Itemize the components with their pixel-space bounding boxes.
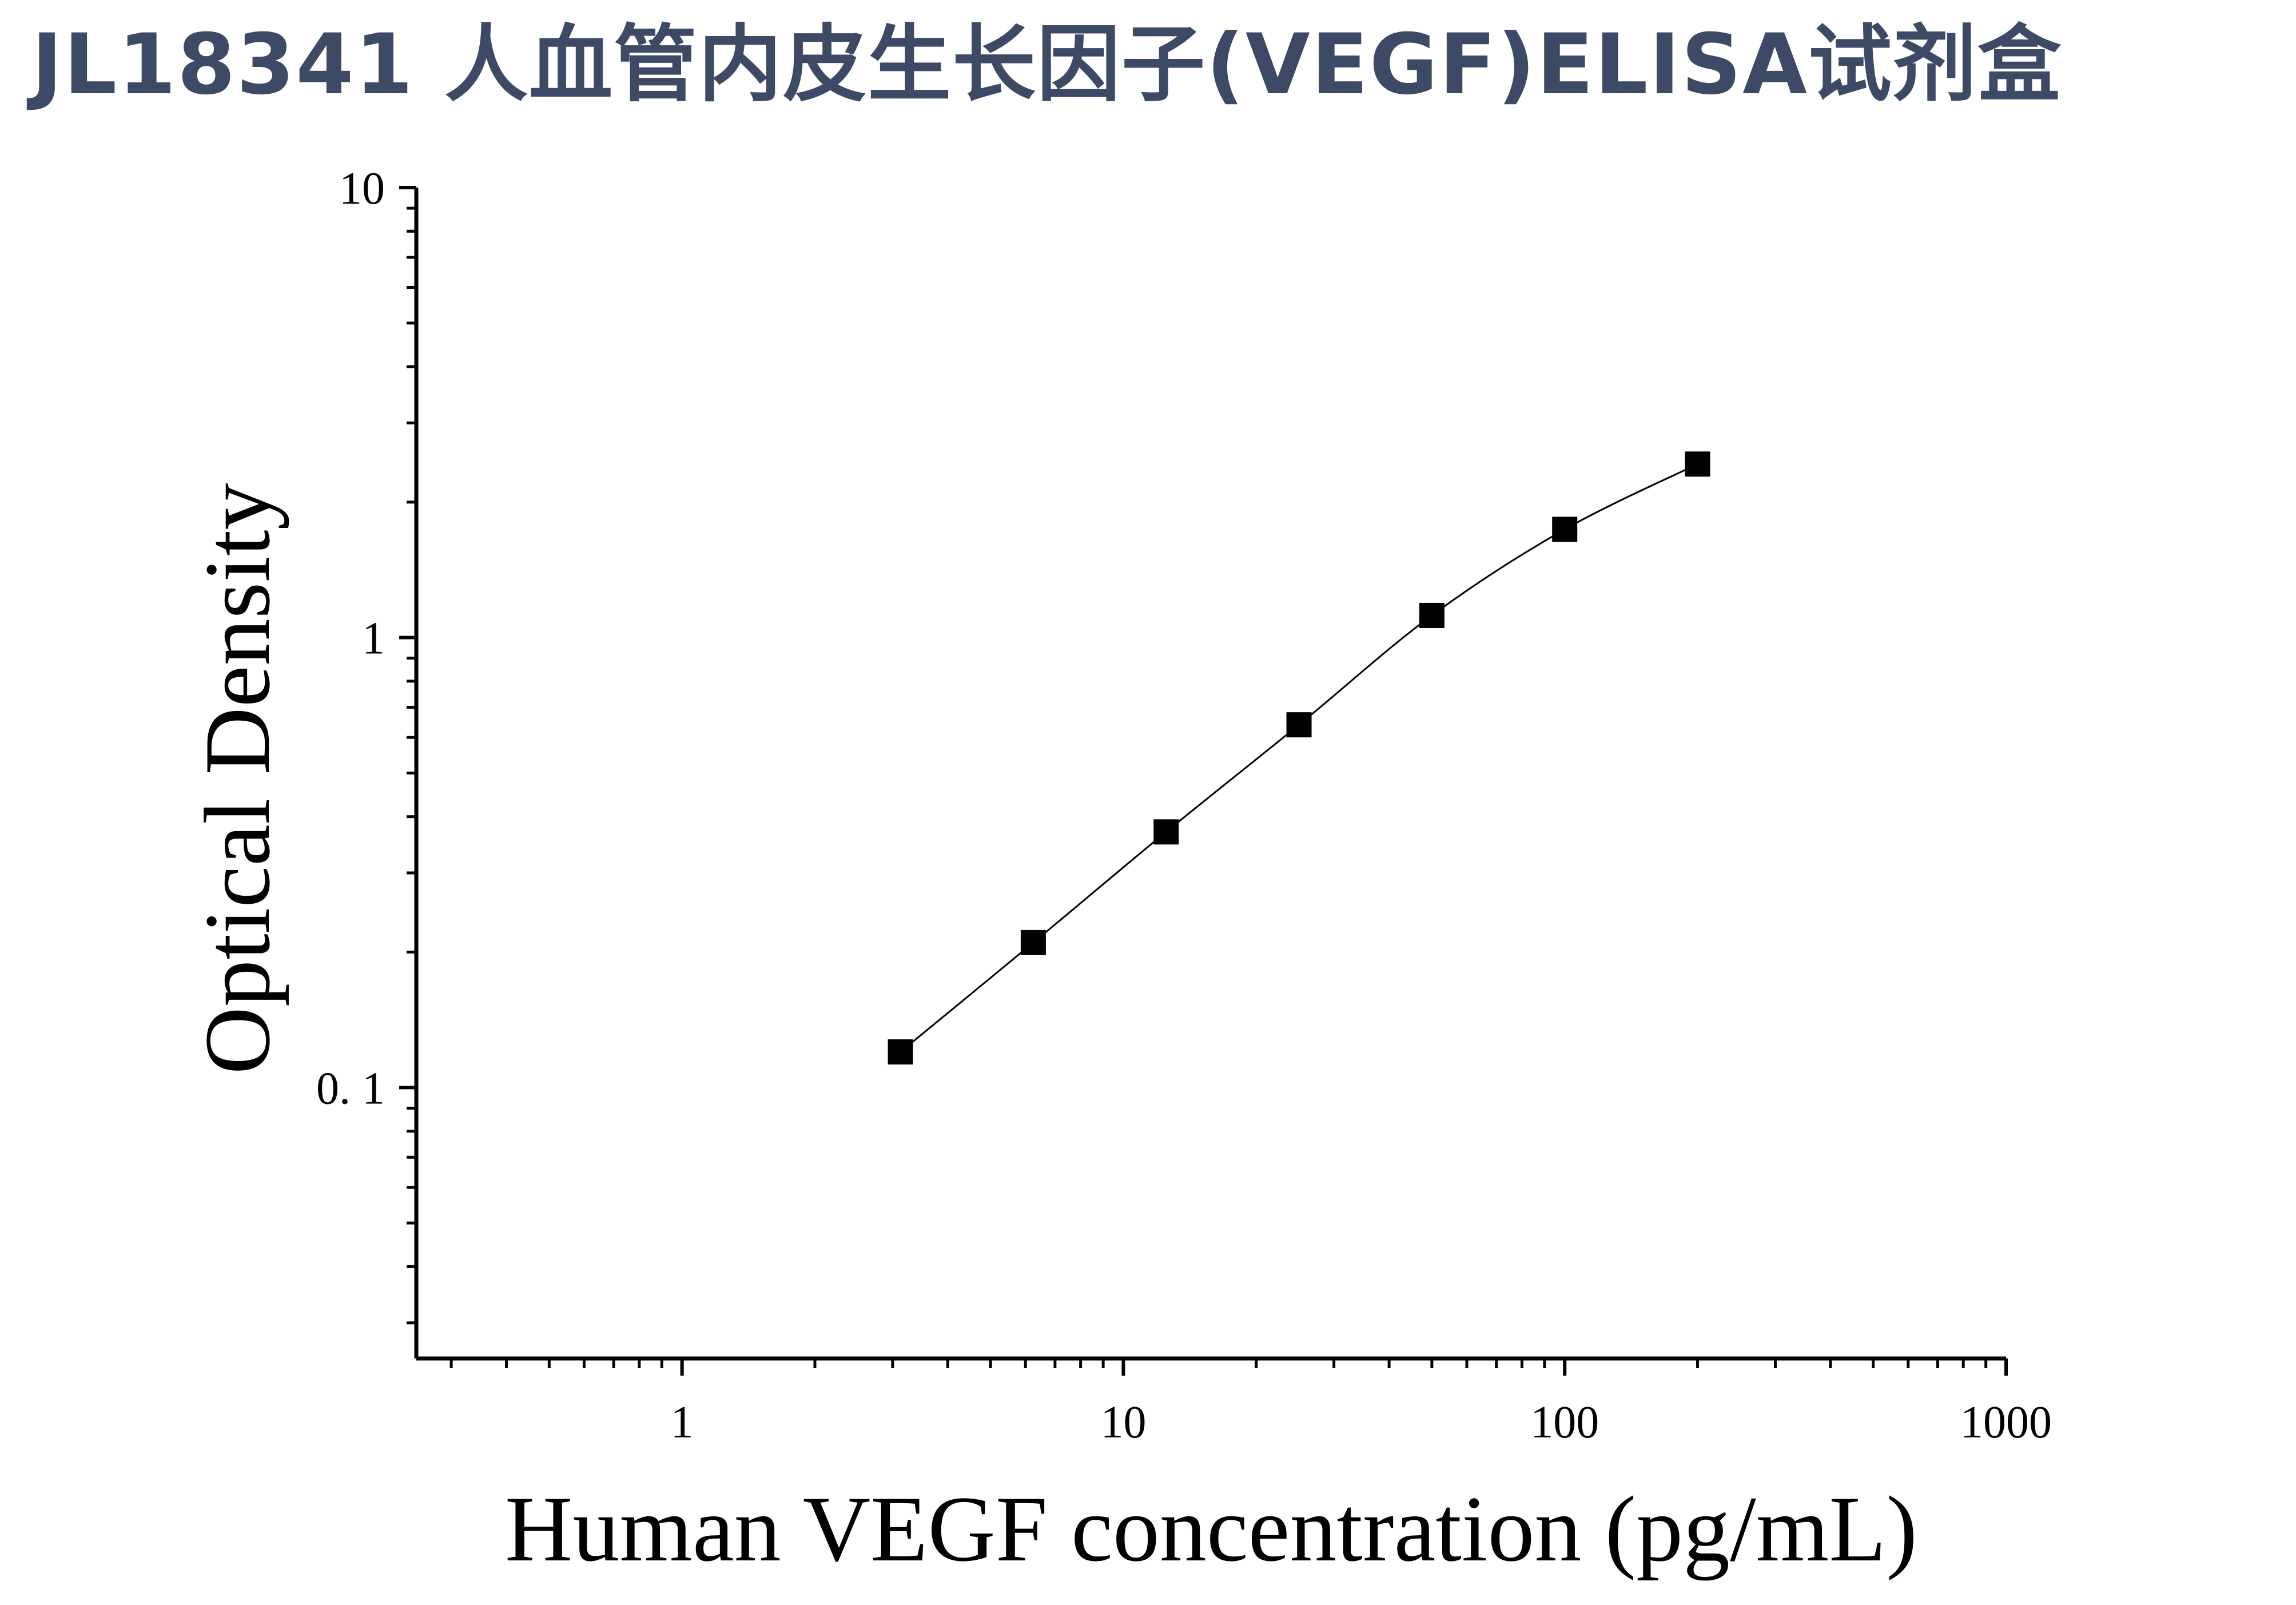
data-point [1552,517,1578,542]
data-point [1020,929,1046,955]
x-tick-label: 1 [671,1397,694,1448]
x-axis-ticks: 1 10 100 1000 [449,1358,2052,1448]
y-axis-title: Optical Density [186,483,289,1075]
data-point [1685,451,1710,477]
y-tick-label: 0. 1 [316,1063,385,1114]
data-points [888,451,1710,1065]
y-tick-label: 10 [339,164,385,214]
x-tick-label: 1000 [1960,1397,2052,1448]
x-tick-label: 100 [1530,1397,1599,1448]
x-axis-title: Human VEGF concentration (pg/mL) [505,1477,1917,1581]
axes [414,188,2006,1361]
y-tick-label: 1 [362,614,385,664]
data-point [1419,602,1445,628]
fit-curve-group [900,463,1698,1053]
data-point [1153,819,1179,845]
data-point [888,1039,913,1065]
data-point [1286,712,1312,738]
x-tick-label: 10 [1100,1397,1146,1448]
page-title: JL18341 人血管内皮生长因子(VEGF)ELISA试剂盒 [31,16,2063,113]
fit-curve [900,463,1698,1053]
y-axis-ticks: 0. 1 1 10 [316,164,416,1325]
